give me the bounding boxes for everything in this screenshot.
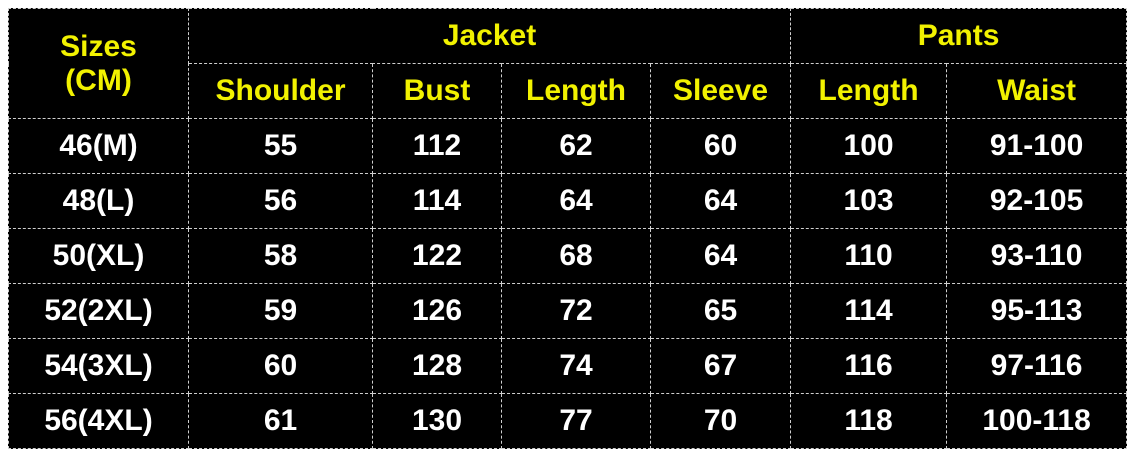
jacket-header: Jacket — [187, 8, 792, 64]
size-chart-table: Sizes (CM) Jacket Pants Shoulder Bust Len… — [8, 8, 1128, 449]
cell-jacket-length: 74 — [501, 338, 651, 394]
header-row-groups: Sizes (CM) Jacket Pants — [8, 8, 1128, 119]
cell-size: 56(4XL) — [8, 393, 189, 449]
table-row: 54(3XL) 60 128 74 67 116 97-116 — [8, 338, 1128, 394]
cell-pants-length: 118 — [790, 393, 948, 449]
cell-bust: 130 — [372, 393, 502, 449]
table-row: 52(2XL) 59 126 72 65 114 95-113 — [8, 283, 1128, 339]
sizes-header: Sizes (CM) — [8, 8, 189, 119]
cell-sleeve: 67 — [649, 338, 792, 394]
col-sleeve: Sleeve — [649, 63, 792, 119]
cell-sleeve: 70 — [649, 393, 792, 449]
col-pants-length: Length — [790, 63, 948, 119]
table-row: 50(XL) 58 122 68 64 110 93-110 — [8, 228, 1128, 284]
cell-waist: 97-116 — [946, 338, 1128, 394]
cell-shoulder: 60 — [188, 338, 373, 394]
cell-bust: 112 — [372, 118, 502, 174]
cell-pants-length: 110 — [790, 228, 948, 284]
cell-sleeve: 60 — [649, 118, 792, 174]
cell-shoulder: 61 — [188, 393, 373, 449]
cell-pants-length: 103 — [790, 173, 948, 229]
cell-shoulder: 55 — [188, 118, 373, 174]
cell-waist: 100-118 — [946, 393, 1128, 449]
sizes-label: Sizes — [60, 29, 137, 63]
cell-bust: 128 — [372, 338, 502, 394]
table-row: 46(M) 55 112 62 60 100 91-100 — [8, 118, 1128, 174]
cell-bust: 126 — [372, 283, 502, 339]
cell-jacket-length: 77 — [501, 393, 651, 449]
cell-size: 54(3XL) — [8, 338, 189, 394]
cell-pants-length: 114 — [790, 283, 948, 339]
cell-size: 50(XL) — [8, 228, 189, 284]
cell-jacket-length: 72 — [501, 283, 651, 339]
cell-waist: 92-105 — [946, 173, 1128, 229]
cell-shoulder: 58 — [188, 228, 373, 284]
cell-size: 46(M) — [8, 118, 189, 174]
cell-pants-length: 100 — [790, 118, 948, 174]
cell-jacket-length: 68 — [501, 228, 651, 284]
cell-size: 48(L) — [8, 173, 189, 229]
table-row: 48(L) 56 114 64 64 103 92-105 — [8, 173, 1128, 229]
col-waist: Waist — [946, 63, 1128, 119]
cell-size: 52(2XL) — [8, 283, 189, 339]
cell-sleeve: 64 — [649, 228, 792, 284]
cell-jacket-length: 64 — [501, 173, 651, 229]
cell-bust: 114 — [372, 173, 502, 229]
cell-sleeve: 64 — [649, 173, 792, 229]
col-bust: Bust — [372, 63, 502, 119]
unit-label: (CM) — [65, 63, 132, 97]
cell-jacket-length: 62 — [501, 118, 651, 174]
table-row: 56(4XL) 61 130 77 70 118 100-118 — [8, 393, 1128, 449]
col-shoulder: Shoulder — [188, 63, 373, 119]
cell-bust: 122 — [372, 228, 502, 284]
cell-shoulder: 59 — [188, 283, 373, 339]
cell-sleeve: 65 — [649, 283, 792, 339]
pants-header: Pants — [790, 8, 1128, 64]
cell-waist: 91-100 — [946, 118, 1128, 174]
cell-pants-length: 116 — [790, 338, 948, 394]
col-jacket-length: Length — [501, 63, 651, 119]
cell-waist: 93-110 — [946, 228, 1128, 284]
cell-waist: 95-113 — [946, 283, 1128, 339]
cell-shoulder: 56 — [188, 173, 373, 229]
